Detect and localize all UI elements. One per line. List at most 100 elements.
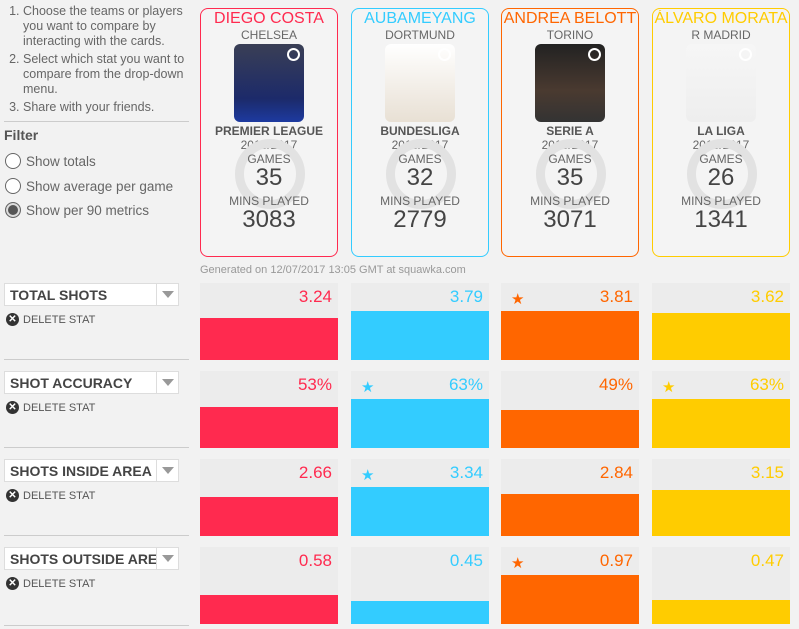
player-card[interactable]: ÁLVARO MORATA R MADRID LA LIGA 2016/2017… xyxy=(652,8,790,257)
stat-dropdown[interactable]: SHOT ACCURACY xyxy=(4,371,179,394)
chevron-down-icon[interactable] xyxy=(156,284,178,305)
radio-label: Show totals xyxy=(26,153,96,169)
mins-value: 3083 xyxy=(242,206,296,233)
stat-cell: ★ 63% xyxy=(652,371,790,448)
stat-bar xyxy=(652,490,790,536)
player-name[interactable]: AUBAMEYANG xyxy=(364,10,476,27)
stat-value: 63% xyxy=(448,375,483,394)
team-name: R MADRID xyxy=(691,28,751,42)
ring-decoration xyxy=(235,139,305,209)
games-label: GAMES xyxy=(699,152,743,166)
stat-value: 3.79 xyxy=(449,287,483,306)
delete-label: DELETE STAT xyxy=(23,401,96,414)
stat-cell: 0.58 xyxy=(200,547,338,624)
stat-value: 3.81 xyxy=(599,287,633,306)
league: BUNDESLIGA xyxy=(380,124,460,138)
swap-icon[interactable] xyxy=(739,48,752,61)
instruction-3: Share with your friends. xyxy=(23,100,190,115)
star-icon: ★ xyxy=(361,467,375,484)
stat-dropdown[interactable]: SHOTS OUTSIDE AREA xyxy=(4,547,179,570)
radio-show-totals[interactable]: Show totals xyxy=(5,153,96,169)
player-card[interactable]: DIEGO COSTA CHELSEA PREMIER LEAGUE 2016/… xyxy=(200,8,338,257)
star-icon: ★ xyxy=(511,555,525,572)
delete-stat-button[interactable]: ✕ DELETE STAT xyxy=(6,577,95,590)
player-photo xyxy=(535,44,605,122)
stat-bar xyxy=(501,575,639,624)
stat-value: 0.58 xyxy=(298,551,332,570)
stat-cell: 49% xyxy=(501,371,639,448)
mins-label: MINS PLAYED xyxy=(530,194,610,208)
stat-value: 0.47 xyxy=(750,551,784,570)
mins-label: MINS PLAYED xyxy=(229,194,309,208)
divider xyxy=(4,625,189,626)
stat-dropdown[interactable]: SHOTS INSIDE AREA xyxy=(4,459,179,482)
stat-dropdown[interactable]: TOTAL SHOTS xyxy=(4,283,179,306)
team-name: TORINO xyxy=(546,28,594,42)
ring-decoration xyxy=(386,139,456,209)
filter-title: Filter xyxy=(4,127,39,143)
player-card[interactable]: ANDREA BELOTT TORINO SERIE A 2016/2017 G… xyxy=(501,8,639,257)
stat-cell: ★ 3.81 xyxy=(501,283,639,360)
mins-value: 1341 xyxy=(694,206,748,233)
mins-value: 3071 xyxy=(543,206,597,233)
swap-icon[interactable] xyxy=(588,48,601,61)
divider xyxy=(4,121,189,122)
delete-stat-button[interactable]: ✕ DELETE STAT xyxy=(6,401,95,414)
radio-circle[interactable] xyxy=(5,202,21,218)
instructions: Choose the teams or players you want to … xyxy=(5,4,190,118)
stat-value: 0.97 xyxy=(599,551,633,570)
stat-bar xyxy=(652,399,790,448)
chevron-down-icon[interactable] xyxy=(156,548,178,569)
stat-cell: 3.24 xyxy=(200,283,338,360)
radio-circle[interactable] xyxy=(5,153,21,169)
player-photo xyxy=(234,44,304,122)
stat-name: SHOTS OUTSIDE AREA xyxy=(10,551,156,567)
player-photo xyxy=(385,44,455,122)
games-label: GAMES xyxy=(247,152,291,166)
stat-bar xyxy=(652,313,790,360)
stat-value: 3.24 xyxy=(298,287,332,306)
stat-cell: 3.15 xyxy=(652,459,790,536)
swap-icon[interactable] xyxy=(438,48,451,61)
league: PREMIER LEAGUE xyxy=(214,124,323,138)
stat-bar xyxy=(351,601,489,624)
close-icon: ✕ xyxy=(6,577,19,590)
games-value: 35 xyxy=(556,164,584,191)
stat-value: 2.84 xyxy=(599,463,633,482)
close-icon: ✕ xyxy=(6,401,19,414)
radio-circle[interactable] xyxy=(5,178,21,194)
swap-icon[interactable] xyxy=(287,48,300,61)
team-name: DORTMUND xyxy=(385,28,455,42)
chevron-down-icon[interactable] xyxy=(156,460,178,481)
team-name: CHELSEA xyxy=(240,28,298,42)
mins-label: MINS PLAYED xyxy=(681,194,761,208)
delete-label: DELETE STAT xyxy=(23,489,96,502)
chevron-down-icon[interactable] xyxy=(156,372,178,393)
games-label: GAMES xyxy=(398,152,442,166)
radio-show-per-90[interactable]: Show per 90 metrics xyxy=(5,202,149,218)
instruction-2: Select which stat you want to compare fr… xyxy=(23,52,190,97)
games-value: 26 xyxy=(707,164,735,191)
stat-value: 63% xyxy=(749,375,784,394)
radio-show-average[interactable]: Show average per game xyxy=(5,178,173,194)
stat-cell: ★ 63% xyxy=(351,371,489,448)
delete-stat-button[interactable]: ✕ DELETE STAT xyxy=(6,313,95,326)
stat-value: 0.45 xyxy=(449,551,483,570)
delete-label: DELETE STAT xyxy=(23,313,96,326)
stat-name: TOTAL SHOTS xyxy=(10,287,108,303)
stat-name: SHOTS INSIDE AREA xyxy=(10,463,152,479)
star-icon: ★ xyxy=(511,291,525,308)
player-name[interactable]: ÁLVARO MORATA xyxy=(654,10,788,27)
stat-value: 2.66 xyxy=(298,463,332,482)
player-name[interactable]: DIEGO COSTA xyxy=(214,10,324,27)
delete-stat-button[interactable]: ✕ DELETE STAT xyxy=(6,489,95,502)
player-card[interactable]: AUBAMEYANG DORTMUND BUNDESLIGA 2016/2017… xyxy=(351,8,489,257)
stat-cell: 2.66 xyxy=(200,459,338,536)
stat-bar xyxy=(200,595,338,624)
stat-cell: ★ 3.34 xyxy=(351,459,489,536)
stat-value: 53% xyxy=(297,375,332,394)
stat-bar xyxy=(501,311,639,360)
player-name[interactable]: ANDREA BELOTT xyxy=(503,10,637,27)
stat-bar xyxy=(200,318,338,360)
stat-cell: 0.45 xyxy=(351,547,489,624)
